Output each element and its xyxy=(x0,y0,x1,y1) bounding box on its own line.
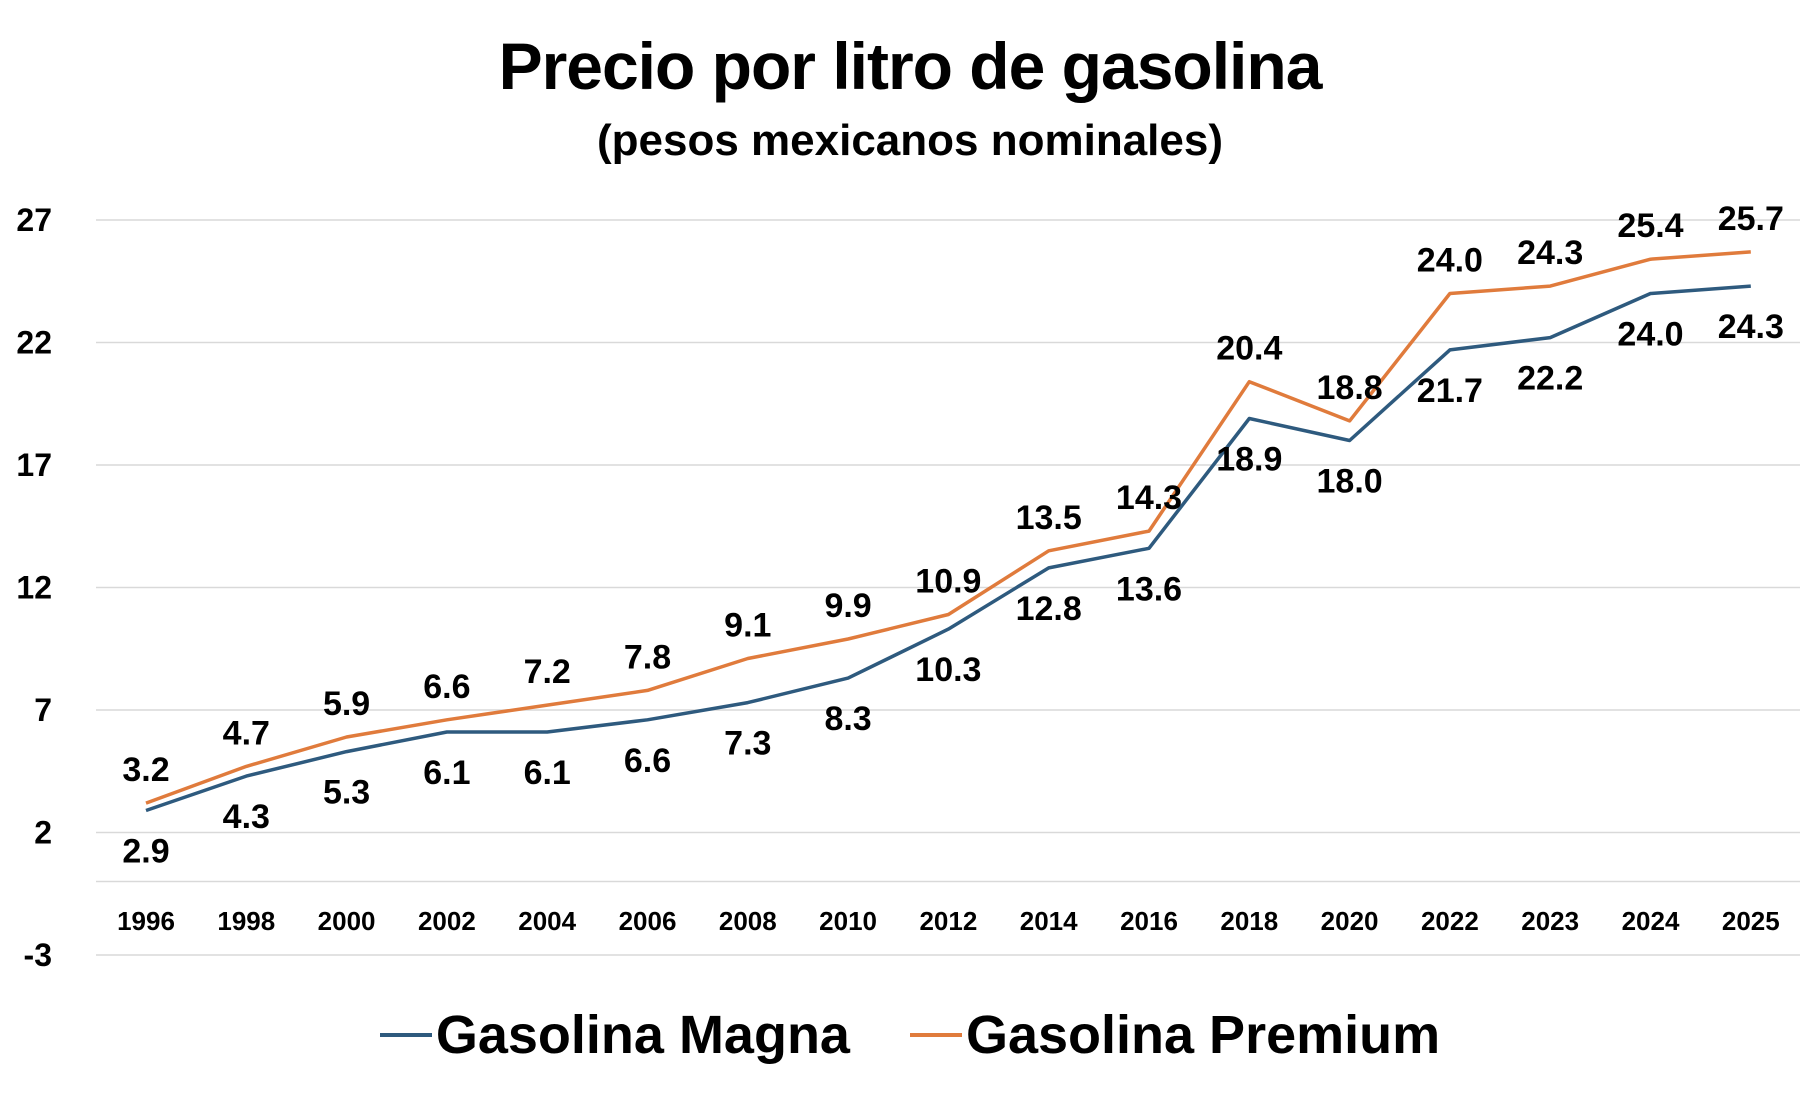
data-label-premium: 14.3 xyxy=(1116,479,1182,517)
data-label-magna: 10.3 xyxy=(915,651,981,689)
x-tick-label: 2008 xyxy=(719,906,777,936)
x-tick-label: 2000 xyxy=(318,906,376,936)
data-label-magna: 5.3 xyxy=(323,774,370,812)
x-tick-label: 2014 xyxy=(1020,906,1078,936)
y-tick-label: 2 xyxy=(34,815,52,851)
data-label-premium: 6.6 xyxy=(423,668,470,706)
data-label-premium: 13.5 xyxy=(1016,499,1082,537)
data-label-magna: 12.8 xyxy=(1016,590,1082,628)
data-label-premium: 24.0 xyxy=(1417,242,1483,280)
data-label-premium: 3.2 xyxy=(122,751,169,789)
data-label-premium: 5.9 xyxy=(323,685,370,723)
data-label-magna: 6.1 xyxy=(423,754,470,792)
x-tick-label: 2012 xyxy=(919,906,977,936)
data-label-magna: 24.3 xyxy=(1718,308,1784,346)
data-label-premium: 9.9 xyxy=(824,587,871,625)
y-tick-label: 27 xyxy=(16,202,52,238)
data-label-magna: 18.0 xyxy=(1317,463,1383,501)
chart-subtitle: (pesos mexicanos nominales) xyxy=(597,116,1223,165)
x-tick-label: 2004 xyxy=(518,906,576,936)
chart-title: Precio por litro de gasolina xyxy=(498,29,1323,103)
data-label-magna: 8.3 xyxy=(824,700,871,738)
y-tick-label: 7 xyxy=(34,692,52,728)
data-label-magna: 6.6 xyxy=(624,742,671,780)
data-label-premium: 20.4 xyxy=(1216,330,1282,368)
x-tick-label: 2020 xyxy=(1321,906,1379,936)
legend-item-premium: Gasolina Premium xyxy=(909,1004,1441,1066)
y-tick-label: -3 xyxy=(24,937,52,973)
data-label-premium: 18.8 xyxy=(1317,369,1383,407)
y-tick-label: 17 xyxy=(16,447,52,483)
x-tick-label: 1998 xyxy=(217,906,275,936)
data-label-premium: 7.8 xyxy=(624,638,671,676)
x-tick-label: 2002 xyxy=(418,906,476,936)
y-tick-label: 22 xyxy=(16,325,52,361)
x-tick-label: 2024 xyxy=(1622,906,1680,936)
data-label-premium: 25.7 xyxy=(1718,200,1784,238)
legend-label-premium: Gasolina Premium xyxy=(965,1005,1441,1065)
x-tick-label: 2006 xyxy=(619,906,677,936)
data-label-premium: 24.3 xyxy=(1517,234,1583,272)
x-tick-label: 2025 xyxy=(1722,906,1780,936)
y-tick-label: 12 xyxy=(16,570,52,606)
x-tick-label: 1996 xyxy=(117,906,175,936)
data-label-magna: 4.3 xyxy=(223,798,270,836)
legend-swatch-magna xyxy=(379,1033,432,1037)
data-label-magna: 13.6 xyxy=(1116,570,1182,608)
data-label-magna: 2.9 xyxy=(122,832,169,870)
data-label-magna: 21.7 xyxy=(1417,372,1483,410)
data-label-magna: 18.9 xyxy=(1216,440,1282,478)
data-label-premium: 7.2 xyxy=(524,653,571,691)
data-label-premium: 10.9 xyxy=(915,562,981,600)
x-tick-label: 2016 xyxy=(1120,906,1178,936)
legend-swatch-premium xyxy=(909,1033,962,1037)
data-label-magna: 24.0 xyxy=(1617,316,1683,354)
data-label-premium: 4.7 xyxy=(223,714,270,752)
data-label-premium: 25.4 xyxy=(1617,207,1683,245)
legend: Gasolina Magna Gasolina Premium xyxy=(0,1004,1820,1066)
data-label-magna: 22.2 xyxy=(1517,360,1583,398)
data-label-magna: 6.1 xyxy=(524,754,571,792)
x-tick-label: 2022 xyxy=(1421,906,1479,936)
data-label-magna: 7.3 xyxy=(724,725,771,763)
series-line-premium xyxy=(145,250,1751,805)
legend-label-magna: Gasolina Magna xyxy=(435,1005,850,1065)
series-line-magna xyxy=(145,284,1751,813)
data-label-premium: 9.1 xyxy=(724,607,771,645)
legend-item-magna: Gasolina Magna xyxy=(379,1004,850,1066)
x-tick-label: 2018 xyxy=(1220,906,1278,936)
x-tick-label: 2010 xyxy=(819,906,877,936)
x-tick-label: 2023 xyxy=(1521,906,1579,936)
